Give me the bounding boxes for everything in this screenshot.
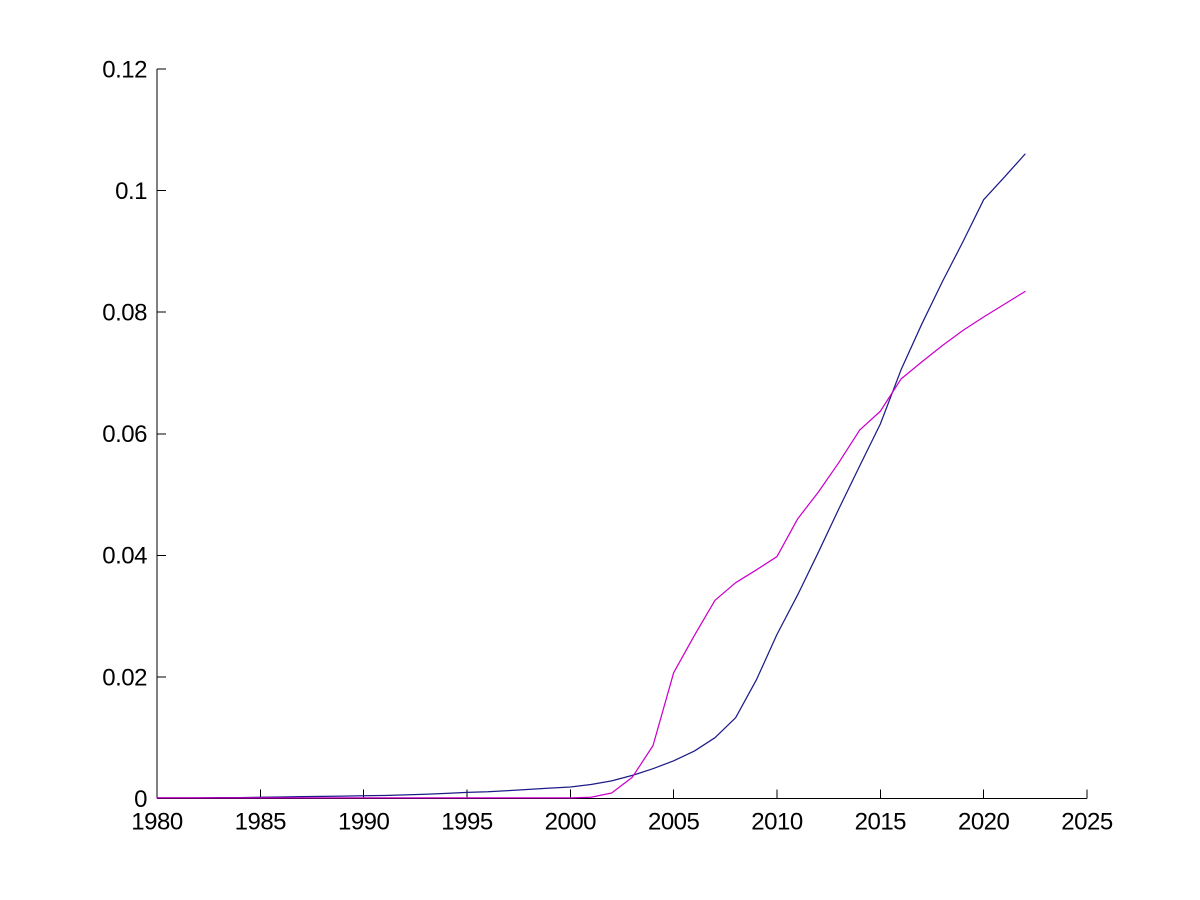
axes	[156, 68, 1088, 799]
y-tick-label: 0.02	[102, 664, 147, 691]
series-line-magenta-line	[156, 290, 1026, 799]
y-tick-label: 0.08	[102, 300, 147, 327]
y-tick-label: 0.12	[102, 56, 147, 83]
x-tick-label: 2020	[958, 809, 1010, 836]
series-line-dark-blue-line	[156, 153, 1026, 799]
x-tick-label: 2015	[855, 809, 907, 836]
tick-labels: 0 0.02 0.04 0.06 0.08 0.1 0.12 1980 1985 1990 1995…	[102, 56, 1113, 835]
x-tick-label: 1985	[235, 809, 287, 836]
x-tick-label: 1995	[441, 809, 493, 836]
y-tick-label: 0	[134, 786, 147, 813]
y-tick-label: 0.04	[102, 543, 147, 570]
x-tick-label: 1980	[131, 809, 183, 836]
x-tick-label: 2010	[751, 809, 803, 836]
y-tick-label: 0.06	[102, 421, 147, 448]
x-tick-label: 1990	[338, 809, 390, 836]
x-tick-label: 2025	[1061, 809, 1113, 836]
y-tick-label: 0.1	[115, 178, 147, 205]
x-tick-label: 2005	[648, 809, 700, 836]
series-lines	[156, 153, 1026, 799]
x-tick-label: 2000	[545, 809, 597, 836]
